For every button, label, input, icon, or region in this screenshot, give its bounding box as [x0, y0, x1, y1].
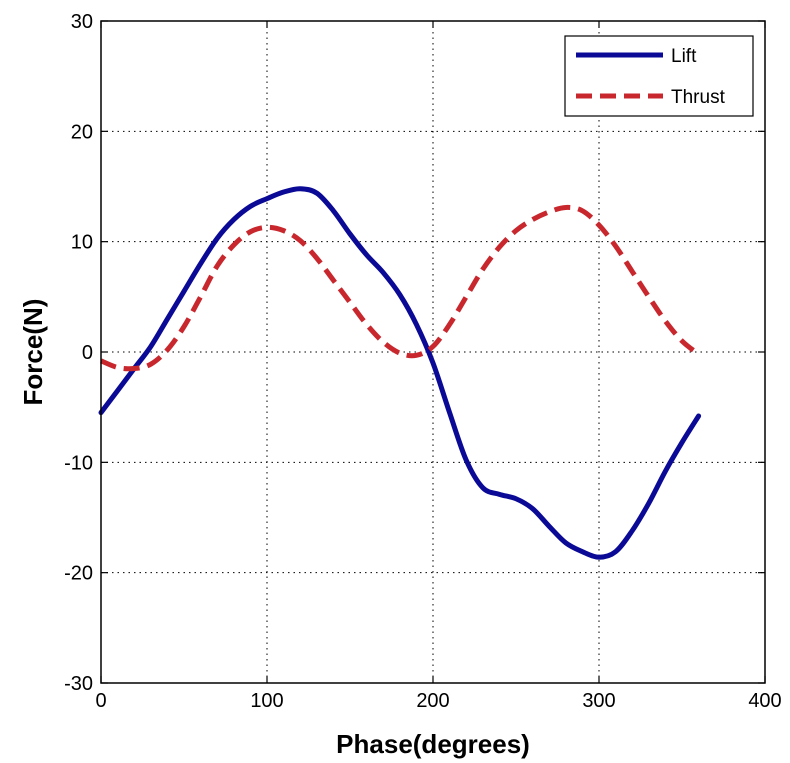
legend: Lift Thrust: [564, 35, 754, 117]
legend-label-lift: Lift: [671, 46, 697, 67]
legend-box: [564, 35, 754, 117]
series-line-lift: [98, 186, 702, 560]
x-tick-label: 300: [582, 690, 615, 712]
x-tick-label: 400: [748, 690, 781, 712]
y-tick-label: 20: [71, 121, 93, 143]
y-tick-label: -20: [64, 563, 93, 585]
y-tick-label: 30: [71, 11, 93, 33]
legend-label-thrust: Thrust: [671, 87, 726, 108]
axis-ticks: [100, 20, 766, 684]
series-group: [98, 186, 702, 560]
y-tick-label: 0: [82, 342, 93, 364]
y-tick-label: 10: [71, 232, 93, 254]
x-tick-label: 200: [416, 690, 449, 712]
x-tick-label: 0: [95, 690, 106, 712]
x-tick-label: 100: [250, 690, 283, 712]
grid: [101, 21, 765, 683]
y-tick-label: -10: [64, 452, 93, 474]
tick-labels: 0 100 200 300 400 -30 -20 -10 0 10 20 30: [64, 11, 782, 712]
x-axis-title: Phase(degrees): [336, 729, 530, 759]
y-tick-label: -30: [64, 673, 93, 695]
series-line-thrust: [100, 204, 701, 372]
y-axis-title: Force(N): [18, 299, 48, 406]
